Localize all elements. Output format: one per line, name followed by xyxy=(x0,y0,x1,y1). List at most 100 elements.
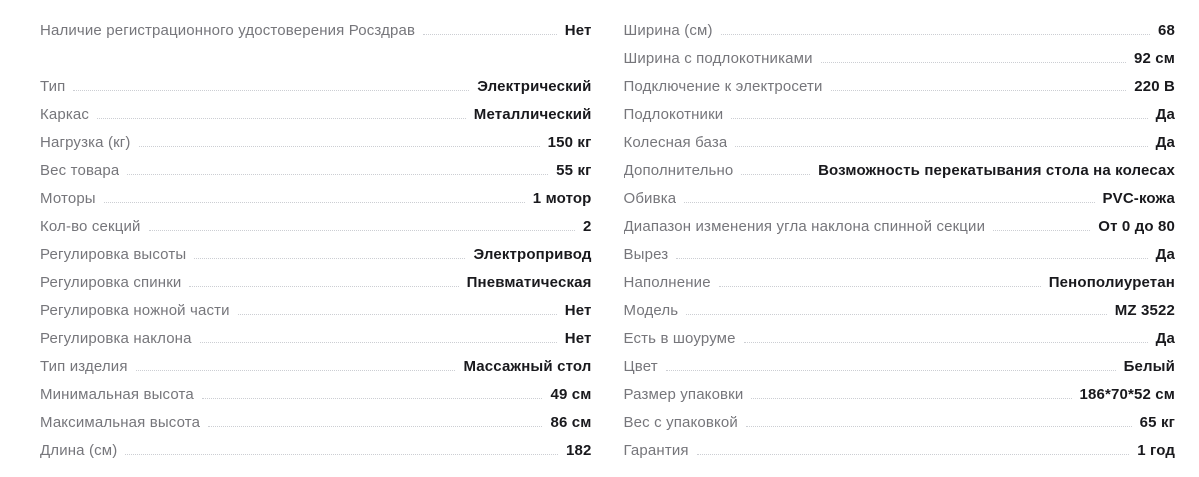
leader-line xyxy=(135,369,456,371)
spec-row: Модель MZ 3522 xyxy=(624,296,1176,324)
spec-label: Модель xyxy=(623,301,679,319)
spec-row: Регулировка наклона Нет xyxy=(40,324,592,352)
spec-row: Вырез Да xyxy=(624,240,1176,268)
leader-line xyxy=(148,229,575,231)
leader-line xyxy=(665,369,1116,371)
spec-value: Пенополиуретан xyxy=(1048,273,1175,291)
spec-label: Ширина с подлокотниками xyxy=(623,49,813,67)
spec-label: Вес товара xyxy=(40,161,120,179)
spec-label: Регулировка наклона xyxy=(40,329,192,347)
spec-row: Диапазон изменения угла наклона спинной … xyxy=(624,212,1176,240)
leader-line xyxy=(751,397,1072,399)
spec-row: Регулировка спинки Пневматическая xyxy=(40,268,592,296)
leader-line xyxy=(189,285,459,287)
leader-line xyxy=(686,313,1107,315)
spec-value: 92 см xyxy=(1133,49,1175,67)
spec-label: Регулировка спинки xyxy=(40,273,182,291)
spec-value: Да xyxy=(1155,133,1175,151)
spec-row: Наличие регистрационного удостоверения Р… xyxy=(40,16,592,44)
spec-value: Да xyxy=(1155,105,1175,123)
spec-value: Нет xyxy=(564,301,592,319)
spec-value: Электрический xyxy=(477,77,592,95)
spec-value: Нет xyxy=(564,21,592,39)
spec-row: Нагрузка (кг) 150 кг xyxy=(40,128,592,156)
spec-label: Тип xyxy=(40,77,66,95)
leader-line xyxy=(743,341,1148,343)
spec-value: Металлический xyxy=(473,105,592,123)
spec-label: Подключение к электросети xyxy=(623,77,823,95)
spec-value: 186*70*52 см xyxy=(1079,385,1175,403)
spec-value: Белый xyxy=(1123,357,1175,375)
leader-line xyxy=(735,145,1148,147)
spec-label: Нагрузка (кг) xyxy=(40,133,131,151)
spec-row: Тип Электрический xyxy=(40,72,592,100)
leader-line xyxy=(127,173,549,175)
leader-line xyxy=(718,285,1041,287)
leader-line xyxy=(676,257,1148,259)
leader-line xyxy=(696,453,1130,455)
spec-value: От 0 до 80 xyxy=(1098,217,1175,235)
spec-row: Колесная база Да xyxy=(624,128,1176,156)
spec-row: Цвет Белый xyxy=(624,352,1176,380)
spec-row: Размер упаковки 186*70*52 см xyxy=(624,380,1176,408)
spec-label: Наполнение xyxy=(623,273,711,291)
leader-line xyxy=(201,397,543,399)
spec-label: Вес с упаковкой xyxy=(623,413,738,431)
spec-row: Тип изделия Массажный стол xyxy=(40,352,592,380)
spec-row: Кол-во секций 2 xyxy=(40,212,592,240)
spec-row: Регулировка высоты Электропривод xyxy=(40,240,592,268)
spec-value: PVC-кожа xyxy=(1102,189,1175,207)
spec-label: Длина (см) xyxy=(40,441,118,459)
spec-row: Есть в шоуруме Да xyxy=(624,324,1176,352)
spec-value: Массажный стол xyxy=(463,357,592,375)
spec-value: 1 год xyxy=(1137,441,1175,459)
spec-row: Каркас Металлический xyxy=(40,100,592,128)
spec-row: Гарантия 1 год xyxy=(624,436,1176,464)
spec-label: Каркас xyxy=(40,105,90,123)
spec-value: 68 xyxy=(1158,21,1175,39)
spec-label: Вырез xyxy=(623,245,669,263)
leader-line xyxy=(208,425,543,427)
leader-line xyxy=(731,117,1148,119)
leader-line xyxy=(125,453,559,455)
spec-row: Вес товара 55 кг xyxy=(40,156,592,184)
spec-row: Наполнение Пенополиуретан xyxy=(624,268,1176,296)
spec-row: Подключение к электросети 220 В xyxy=(624,72,1176,100)
specs-column-left: Наличие регистрационного удостоверения Р… xyxy=(40,16,592,464)
leader-line xyxy=(103,201,525,203)
leader-line xyxy=(97,117,466,119)
leader-line xyxy=(237,313,557,315)
specs-column-right: Ширина (см) 68 Ширина с подлокотниками 9… xyxy=(624,16,1176,464)
spec-label: Кол-во секций xyxy=(40,217,141,235)
spec-row: Регулировка ножной части Нет xyxy=(40,296,592,324)
spec-label: Регулировка ножной части xyxy=(40,301,230,319)
leader-line xyxy=(745,425,1132,427)
spec-label: Регулировка высоты xyxy=(40,245,187,263)
spec-label: Минимальная высота xyxy=(40,385,194,403)
leader-line xyxy=(684,201,1095,203)
spec-row: Минимальная высота 49 см xyxy=(40,380,592,408)
spec-row: Максимальная высота 86 см xyxy=(40,408,592,436)
spec-value: 86 см xyxy=(550,413,592,431)
spec-value: Пневматическая xyxy=(466,273,592,291)
spec-value: 150 кг xyxy=(547,133,592,151)
spec-label: Дополнительно xyxy=(623,161,734,179)
spec-label: Наличие регистрационного удостоверения Р… xyxy=(40,21,416,39)
spec-row: Длина (см) 182 xyxy=(40,436,592,464)
spec-value: 65 кг xyxy=(1139,413,1175,431)
spec-label: Максимальная высота xyxy=(40,413,201,431)
leader-line xyxy=(194,257,466,259)
leader-line xyxy=(423,33,557,35)
spec-value: Электропривод xyxy=(473,245,592,263)
leader-line xyxy=(820,61,1126,63)
spec-label: Есть в шоуруме xyxy=(623,329,736,347)
spec-value: 182 xyxy=(566,441,592,459)
spec-label: Диапазон изменения угла наклона спинной … xyxy=(623,217,986,235)
leader-line xyxy=(138,145,540,147)
spec-label: Подлокотники xyxy=(623,105,724,123)
spec-label: Гарантия xyxy=(623,441,689,459)
spec-row: Обивка PVC-кожа xyxy=(624,184,1176,212)
spec-row: Подлокотники Да xyxy=(624,100,1176,128)
spec-value: 220 В xyxy=(1134,77,1175,95)
specifications-panel: Наличие регистрационного удостоверения Р… xyxy=(40,16,1176,464)
